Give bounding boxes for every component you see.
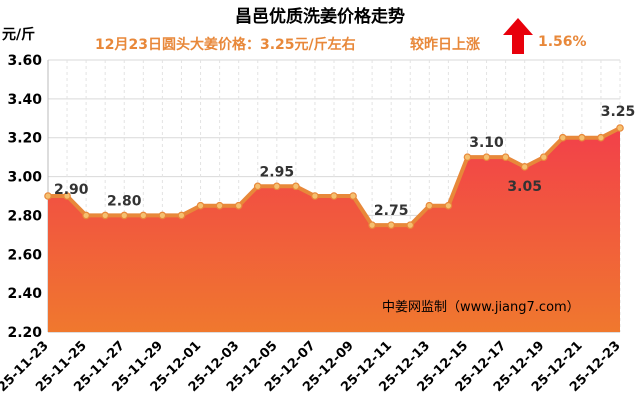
y-tick-labels: 2.20 2.40 2.60 2.80 3.00 3.20 3.40 3.60 bbox=[7, 53, 42, 341]
y-tick-label: 3.40 bbox=[7, 92, 42, 108]
data-point bbox=[616, 124, 624, 132]
data-label: 3.10 bbox=[469, 135, 504, 151]
y-axis-unit: 元/斤 bbox=[2, 27, 36, 43]
data-point bbox=[463, 153, 472, 161]
data-label: 3.05 bbox=[507, 179, 542, 195]
area-fill bbox=[48, 128, 620, 332]
y-tick-label: 3.20 bbox=[7, 131, 42, 147]
data-point bbox=[253, 182, 262, 191]
y-tick-label: 3.60 bbox=[7, 53, 42, 69]
data-label: 2.95 bbox=[260, 164, 295, 180]
data-point bbox=[349, 192, 357, 200]
data-point bbox=[425, 201, 434, 210]
data-point bbox=[539, 153, 548, 161]
data-point bbox=[520, 163, 529, 171]
data-point bbox=[387, 221, 396, 229]
change-label: 较昨日上涨 bbox=[410, 37, 480, 53]
data-label: 2.80 bbox=[107, 193, 142, 209]
data-points bbox=[44, 124, 624, 229]
data-point bbox=[177, 211, 186, 220]
y-tick-label: 2.20 bbox=[7, 325, 42, 341]
data-label: 3.25 bbox=[601, 104, 636, 120]
data-point bbox=[234, 201, 243, 210]
price-summary: 12月23日圆头大姜价格：3.25元/斤左右 bbox=[95, 37, 356, 53]
data-point bbox=[311, 192, 319, 200]
y-tick-label: 2.60 bbox=[7, 247, 42, 263]
x-tick-labels: 25-11-2325-11-2525-11-2725-11-2925-12-01… bbox=[0, 338, 624, 395]
data-point bbox=[63, 192, 71, 200]
data-point bbox=[120, 211, 129, 220]
y-tick-label: 2.80 bbox=[7, 208, 42, 224]
data-point bbox=[215, 201, 224, 210]
data-point bbox=[44, 192, 52, 200]
data-point bbox=[101, 211, 110, 220]
data-point bbox=[444, 201, 453, 210]
data-point bbox=[501, 153, 510, 161]
data-point bbox=[272, 182, 281, 191]
y-tick-label: 2.40 bbox=[7, 286, 42, 302]
data-point bbox=[158, 211, 167, 220]
data-point bbox=[330, 192, 338, 200]
data-point bbox=[597, 133, 605, 142]
data-point bbox=[406, 221, 415, 229]
data-point bbox=[82, 211, 90, 220]
data-labels: 2.90 2.80 2.95 2.75 3.10 3.05 3.25 bbox=[54, 104, 635, 219]
data-point bbox=[196, 201, 205, 210]
data-point bbox=[482, 153, 491, 161]
data-label: 2.75 bbox=[374, 203, 409, 219]
chart-title: 昌邑优质洗姜价格走势 bbox=[235, 7, 405, 27]
data-point bbox=[139, 211, 148, 220]
change-percent: 1.56% bbox=[538, 34, 587, 50]
watermark: 中姜网监制（www.jiang7.com） bbox=[382, 300, 580, 315]
data-point bbox=[578, 133, 586, 142]
up-arrow-icon bbox=[503, 18, 533, 54]
area-shape bbox=[48, 128, 620, 332]
data-point bbox=[558, 133, 567, 142]
y-tick-label: 3.00 bbox=[7, 170, 42, 186]
data-label: 2.90 bbox=[54, 182, 89, 198]
data-point bbox=[368, 221, 376, 229]
data-point bbox=[292, 182, 300, 191]
